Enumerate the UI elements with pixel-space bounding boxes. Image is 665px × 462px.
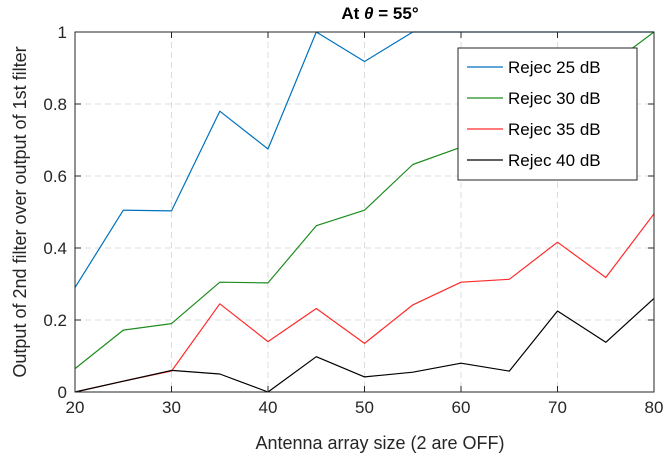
y-axis-label: Output of 2nd filter over output of 1st … <box>10 46 30 377</box>
legend-label: Rejec 40 dB <box>508 151 601 170</box>
axis-ticks: 20 30 40 50 60 70 80 0 0.2 0.4 0.6 0.8 1 <box>43 23 663 417</box>
series-line <box>74 213 655 393</box>
legend-box <box>457 47 638 181</box>
y-tick-label: 0.4 <box>43 239 67 258</box>
legend-label: Rejec 30 dB <box>508 89 601 108</box>
y-tick-label: 0.6 <box>43 167 67 186</box>
x-tick-label: 40 <box>259 398 278 417</box>
x-tick-label: 50 <box>355 398 374 417</box>
y-tick-label: 0.2 <box>43 311 67 330</box>
series-line <box>74 297 655 393</box>
x-tick-label: 20 <box>66 398 85 417</box>
legend-label: Rejec 25 dB <box>508 58 601 77</box>
chart-title: At θ = 55° <box>341 4 418 23</box>
x-tick-label: 60 <box>452 398 471 417</box>
legend: Rejec 25 dB Rejec 30 dB Rejec 35 dB Rejec 4… <box>457 47 638 181</box>
y-tick-label: 0.8 <box>43 95 67 114</box>
legend-label: Rejec 35 dB <box>508 120 601 139</box>
x-tick-label: 70 <box>548 398 567 417</box>
y-tick-label: 0 <box>58 383 67 402</box>
x-tick-label: 80 <box>645 398 664 417</box>
x-tick-label: 30 <box>162 398 181 417</box>
y-tick-label: 1 <box>58 23 67 42</box>
x-axis-label: Antenna array size (2 are OFF) <box>255 433 504 453</box>
